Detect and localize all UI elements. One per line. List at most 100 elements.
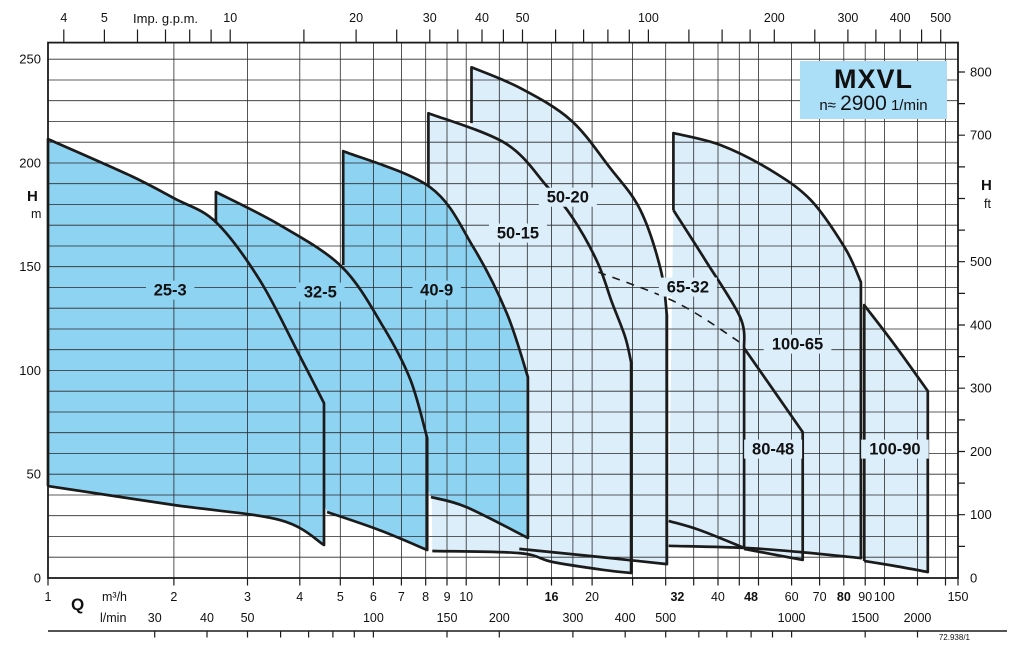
head-m-label-100: 100 xyxy=(19,363,41,378)
m3h-tick-label-8: 8 xyxy=(422,590,429,604)
top-axis-ticks xyxy=(63,29,942,43)
lmin-tick-label-1500: 1500 xyxy=(851,611,879,625)
gpm-tick-label-30: 30 xyxy=(423,11,437,25)
m3h-tick-label-5: 5 xyxy=(337,590,344,604)
envelope-25-3-fill xyxy=(48,139,324,545)
m3h-tick-label-90: 90 xyxy=(858,590,872,604)
gpm-tick-label-10: 10 xyxy=(223,11,237,25)
m3h-tick-label-48: 48 xyxy=(744,590,758,604)
head-m-label-50: 50 xyxy=(27,467,41,482)
series-title-box: MXVL n≈ 2900 1/min xyxy=(800,61,947,119)
lmin-tick-label-100: 100 xyxy=(363,611,384,625)
gpm-tick-label-300: 300 xyxy=(838,11,859,25)
gpm-tick-label-20: 20 xyxy=(349,11,363,25)
lmin-tick-label-30: 30 xyxy=(148,611,162,625)
pump-label-bg-80-48 xyxy=(744,439,803,459)
envelope-40-9-outline xyxy=(341,149,530,540)
lmin-tick-label-300: 300 xyxy=(563,611,584,625)
envelope-50-20-outline xyxy=(470,65,669,566)
m3h-tick-label-7: 7 xyxy=(398,590,405,604)
series-speed: n≈ 2900 1/min xyxy=(819,93,927,115)
pump-label-40-9: 40-9 xyxy=(420,282,453,300)
pump-label-100-90: 100-90 xyxy=(869,441,920,459)
envelope-80-48-outline xyxy=(742,347,805,562)
left-axis-symbol: H xyxy=(27,188,38,205)
flow-axis-symbol: Q xyxy=(71,595,85,614)
lmin-tick-label-150: 150 xyxy=(437,611,458,625)
right-axis-unit: ft xyxy=(984,197,991,211)
m3h-tick-label-40: 40 xyxy=(711,590,725,604)
m3h-tick-label-20: 20 xyxy=(585,590,599,604)
lmin-tick-label-500: 500 xyxy=(655,611,676,625)
m3h-tick-label-150: 150 xyxy=(948,590,969,604)
lmin-tick-label-40: 40 xyxy=(200,611,214,625)
envelope-32-5-outline xyxy=(214,190,429,552)
pump-label-bg-32-5 xyxy=(296,282,345,302)
gpm-tick-label-500: 500 xyxy=(930,11,951,25)
series-name: MXVL xyxy=(833,63,913,94)
pump-label-bg-50-20 xyxy=(538,187,597,207)
dashed-reference-line xyxy=(598,271,745,346)
lmin-tick-label-400: 400 xyxy=(615,611,636,625)
gpm-tick-label-400: 400 xyxy=(890,11,911,25)
head-m-label-250: 250 xyxy=(19,52,41,67)
head-m-label-150: 150 xyxy=(19,259,41,274)
speed-value: 2900 xyxy=(840,92,887,116)
envelope-100-90-outline xyxy=(862,303,930,574)
document-code: 72.938/1 xyxy=(938,633,970,642)
flow-axis-unit-m3h: m³/h xyxy=(102,590,127,604)
head-ft-label-800: 800 xyxy=(970,64,992,79)
envelope-32-5-fill xyxy=(215,192,428,550)
envelope-65-32-outline xyxy=(668,209,746,550)
head-m-label-0: 0 xyxy=(34,571,41,586)
head-m-label-200: 200 xyxy=(19,155,41,170)
right-axis-symbol: H xyxy=(981,177,992,194)
speed-prefix: n≈ xyxy=(819,97,836,115)
gpm-tick-label-50: 50 xyxy=(516,11,530,25)
head-ft-label-200: 200 xyxy=(970,444,992,459)
flow-axis-unit-lmin: l/min xyxy=(100,611,127,625)
pump-label-bg-65-32 xyxy=(658,277,717,297)
pump-label-25-3: 25-3 xyxy=(154,282,187,300)
m3h-tick-label-10: 10 xyxy=(459,590,473,604)
m3h-tick-label-4: 4 xyxy=(296,590,303,604)
envelope-40-9-fill xyxy=(343,151,528,538)
lmin-axis-ticks xyxy=(154,631,919,638)
left-axis-unit: m xyxy=(31,207,42,221)
m3h-tick-label-9: 9 xyxy=(444,590,451,604)
m3h-tick-label-32: 32 xyxy=(670,590,684,604)
m3h-tick-label-100: 100 xyxy=(874,590,895,604)
envelope-100-65-outline xyxy=(668,131,863,560)
ft-axis-ticks xyxy=(958,71,965,547)
head-ft-label-400: 400 xyxy=(970,317,992,332)
pump-label-32-5: 32-5 xyxy=(304,284,337,302)
pump-label-bg-40-9 xyxy=(412,280,461,300)
pump-label-bg-50-15 xyxy=(488,223,547,243)
m3h-tick-label-2: 2 xyxy=(170,590,177,604)
pump-label-100-65: 100-65 xyxy=(772,336,823,354)
head-ft-label-300: 300 xyxy=(970,381,992,396)
envelope-50-15-outline xyxy=(427,111,633,575)
gpm-tick-label-100: 100 xyxy=(638,11,659,25)
pump-label-65-32: 65-32 xyxy=(667,279,709,297)
m3h-tick-label-80: 80 xyxy=(837,590,851,604)
m3h-axis-ticks xyxy=(47,578,959,586)
pump-label-bg-100-65 xyxy=(763,334,832,354)
head-ft-label-500: 500 xyxy=(970,254,992,269)
head-ft-label-100: 100 xyxy=(970,507,992,522)
pump-label-bg-25-3 xyxy=(146,280,195,300)
envelope-25-3-outline xyxy=(46,137,326,547)
top-axis-unit-label: Imp. g.p.m. xyxy=(133,11,199,26)
gpm-tick-label-5: 5 xyxy=(101,11,108,25)
head-ft-label-700: 700 xyxy=(970,128,992,143)
m3h-tick-label-1: 1 xyxy=(45,590,52,604)
pump-label-50-15: 50-15 xyxy=(497,225,539,243)
lmin-tick-label-2000: 2000 xyxy=(904,611,932,625)
speed-unit: 1/min xyxy=(890,97,928,115)
gpm-tick-label-200: 200 xyxy=(764,11,785,25)
lmin-tick-label-1000: 1000 xyxy=(778,611,806,625)
m3h-tick-label-16: 16 xyxy=(545,590,559,604)
envelope-100-90-fill xyxy=(864,305,928,572)
lmin-tick-label-50: 50 xyxy=(241,611,255,625)
